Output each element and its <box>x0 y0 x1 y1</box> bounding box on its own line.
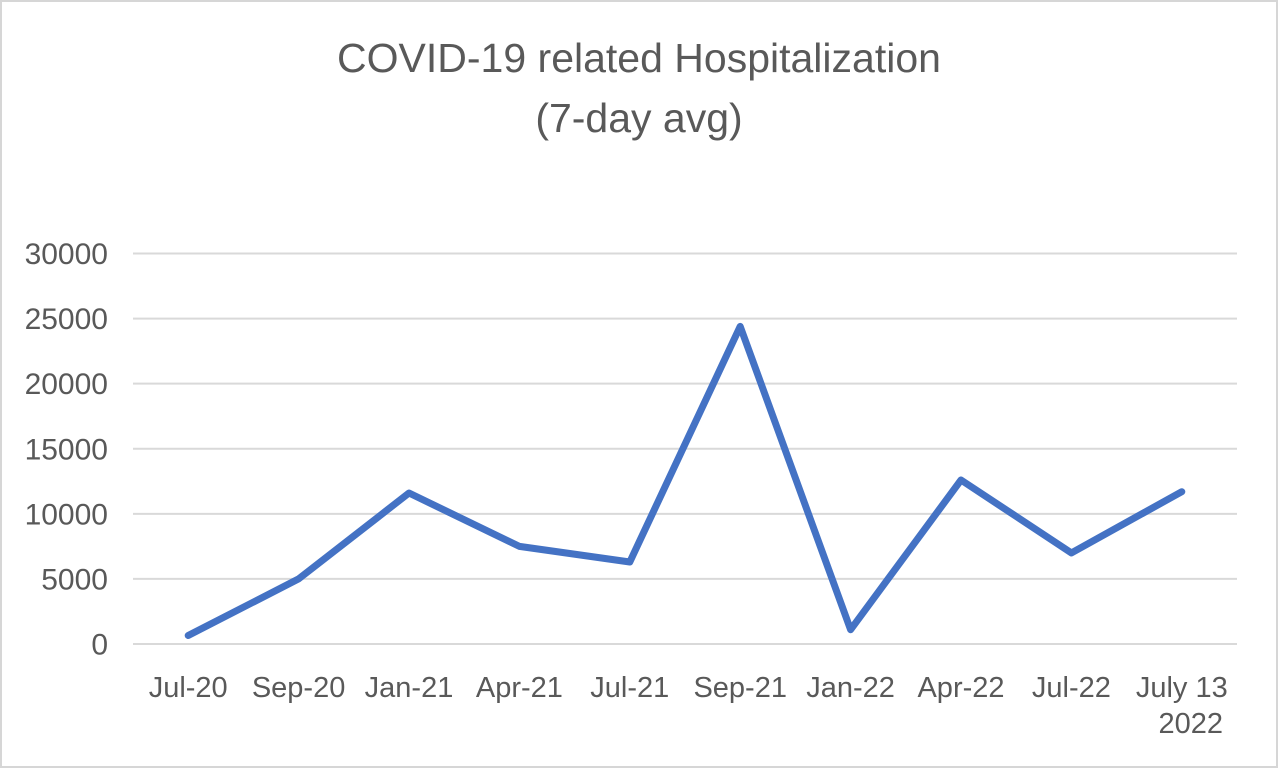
chart-title: COVID-19 related Hospitalization (7-day … <box>0 28 1278 148</box>
chart-title-line1: COVID-19 related Hospitalization <box>337 35 941 81</box>
y-tick-label: 30000 <box>25 238 108 271</box>
y-tick-label: 0 <box>91 629 108 662</box>
x-tick-label: July 13 2022 <box>1136 672 1228 740</box>
x-tick-label: Apr-21 <box>476 672 563 704</box>
y-tick-label: 10000 <box>25 498 108 531</box>
y-tick-label: 5000 <box>41 563 108 596</box>
x-tick-label: Sep-21 <box>693 672 787 704</box>
x-tick-label: Sep-20 <box>252 672 346 704</box>
x-tick-label: Jan-21 <box>365 672 454 704</box>
x-tick-label: Jul-21 <box>590 672 669 704</box>
x-tick-label: Apr-22 <box>917 672 1004 704</box>
data-series-line <box>184 322 1186 639</box>
x-tick-label: Jul-20 <box>149 672 228 704</box>
x-tick-label: Jan-22 <box>806 672 895 704</box>
y-tick-label: 20000 <box>25 368 108 401</box>
x-tick-label: Jul-22 <box>1032 672 1111 704</box>
y-tick-label: 15000 <box>25 433 108 466</box>
y-tick-label: 25000 <box>25 303 108 336</box>
chart-title-line2: (7-day avg) <box>535 95 743 141</box>
